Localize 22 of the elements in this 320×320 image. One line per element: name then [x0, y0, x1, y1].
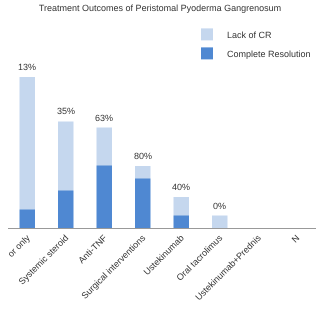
- bar: [174, 216, 189, 228]
- x-tick-label: or only: [6, 232, 32, 259]
- bar: [58, 190, 74, 228]
- annotation: 40%: [172, 182, 190, 192]
- annotation: 35%: [57, 106, 76, 116]
- annotation: 13%: [18, 62, 36, 72]
- bar: [20, 76, 35, 210]
- bar: [96, 166, 112, 228]
- bar: [96, 128, 112, 166]
- chart-title: Treatment Outcomes of Peristomal Pyoderma Gangrenosum: [38, 3, 282, 14]
- bar: [174, 196, 189, 216]
- bar: [212, 216, 228, 228]
- bar: [135, 166, 150, 178]
- bar: [135, 178, 150, 228]
- legend-label: Lack of CR: [227, 30, 272, 40]
- bar: [58, 121, 74, 191]
- x-tick-label: N: [290, 232, 302, 244]
- annotation: 80%: [134, 151, 152, 161]
- annotation: 63%: [95, 113, 114, 123]
- bar: [20, 209, 35, 228]
- annotation: 0%: [213, 201, 226, 211]
- legend-label: Complete Resolution: [227, 48, 311, 59]
